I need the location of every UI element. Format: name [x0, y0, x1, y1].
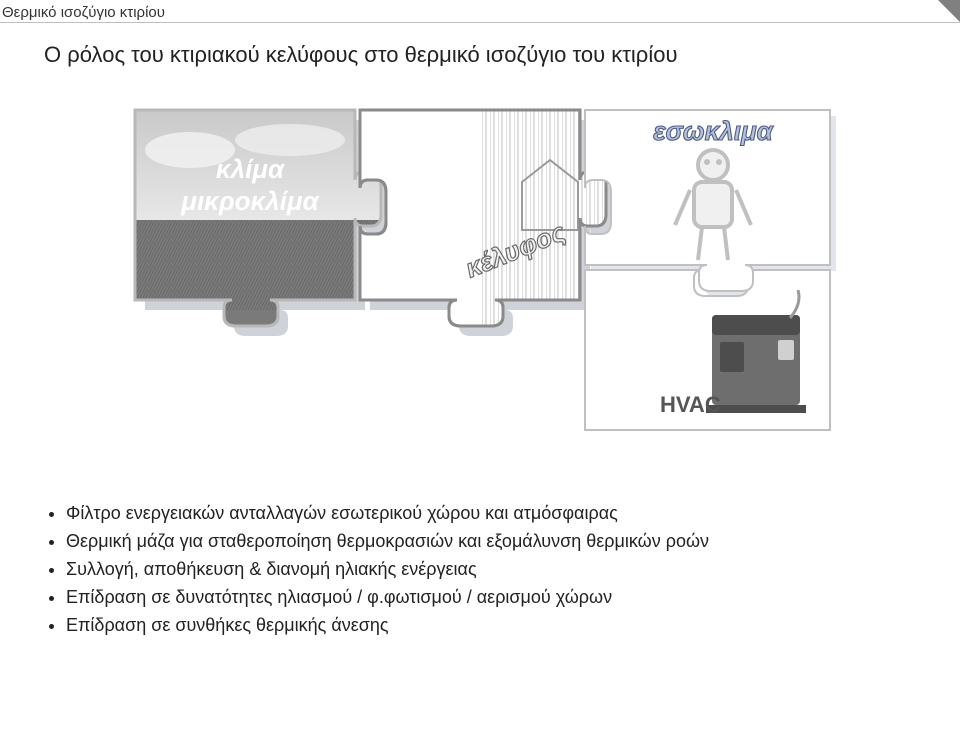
- piece-a-label2: μικροκλίμα: [180, 186, 320, 216]
- puzzle-piece-climate: κλίμα μικροκλίμα: [135, 110, 381, 326]
- breadcrumb: Θερμικό ισοζύγιο κτιρίου: [2, 4, 165, 21]
- piece-c-label: εσωκλιμα: [653, 116, 774, 146]
- list-item: Συλλογή, αποθήκευση & διανομή ηλιακής εν…: [66, 556, 709, 584]
- list-item: Επίδραση σε δυνατότητες ηλιασμού / φ.φωτ…: [66, 584, 709, 612]
- page-title: Ο ρόλος του κτιριακού κελύφους στο θερμι…: [44, 42, 677, 68]
- list-item: Επίδραση σε συνθήκες θερμικής άνεσης: [66, 612, 709, 640]
- list-item: Θερμική μάζα για σταθεροποίηση θερμοκρασ…: [66, 528, 709, 556]
- page-rule: [0, 22, 960, 23]
- piece-a-label1: κλίμα: [216, 154, 286, 184]
- corner-triangle-icon: [938, 0, 960, 22]
- bullet-list: Φίλτρο ενεργειακών ανταλλαγών εσωτερικού…: [44, 500, 709, 639]
- list-item: Φίλτρο ενεργειακών ανταλλαγών εσωτερικού…: [66, 500, 709, 528]
- puzzle-piece-envelope: κέλυφος: [360, 110, 610, 330]
- puzzle-diagram: κλίμα μικροκλίμα κέλυφος: [130, 90, 850, 450]
- puzzle-piece-indoor-climate: εσωκλιμα: [585, 110, 830, 291]
- piece-d-label: HVAC: [660, 392, 721, 417]
